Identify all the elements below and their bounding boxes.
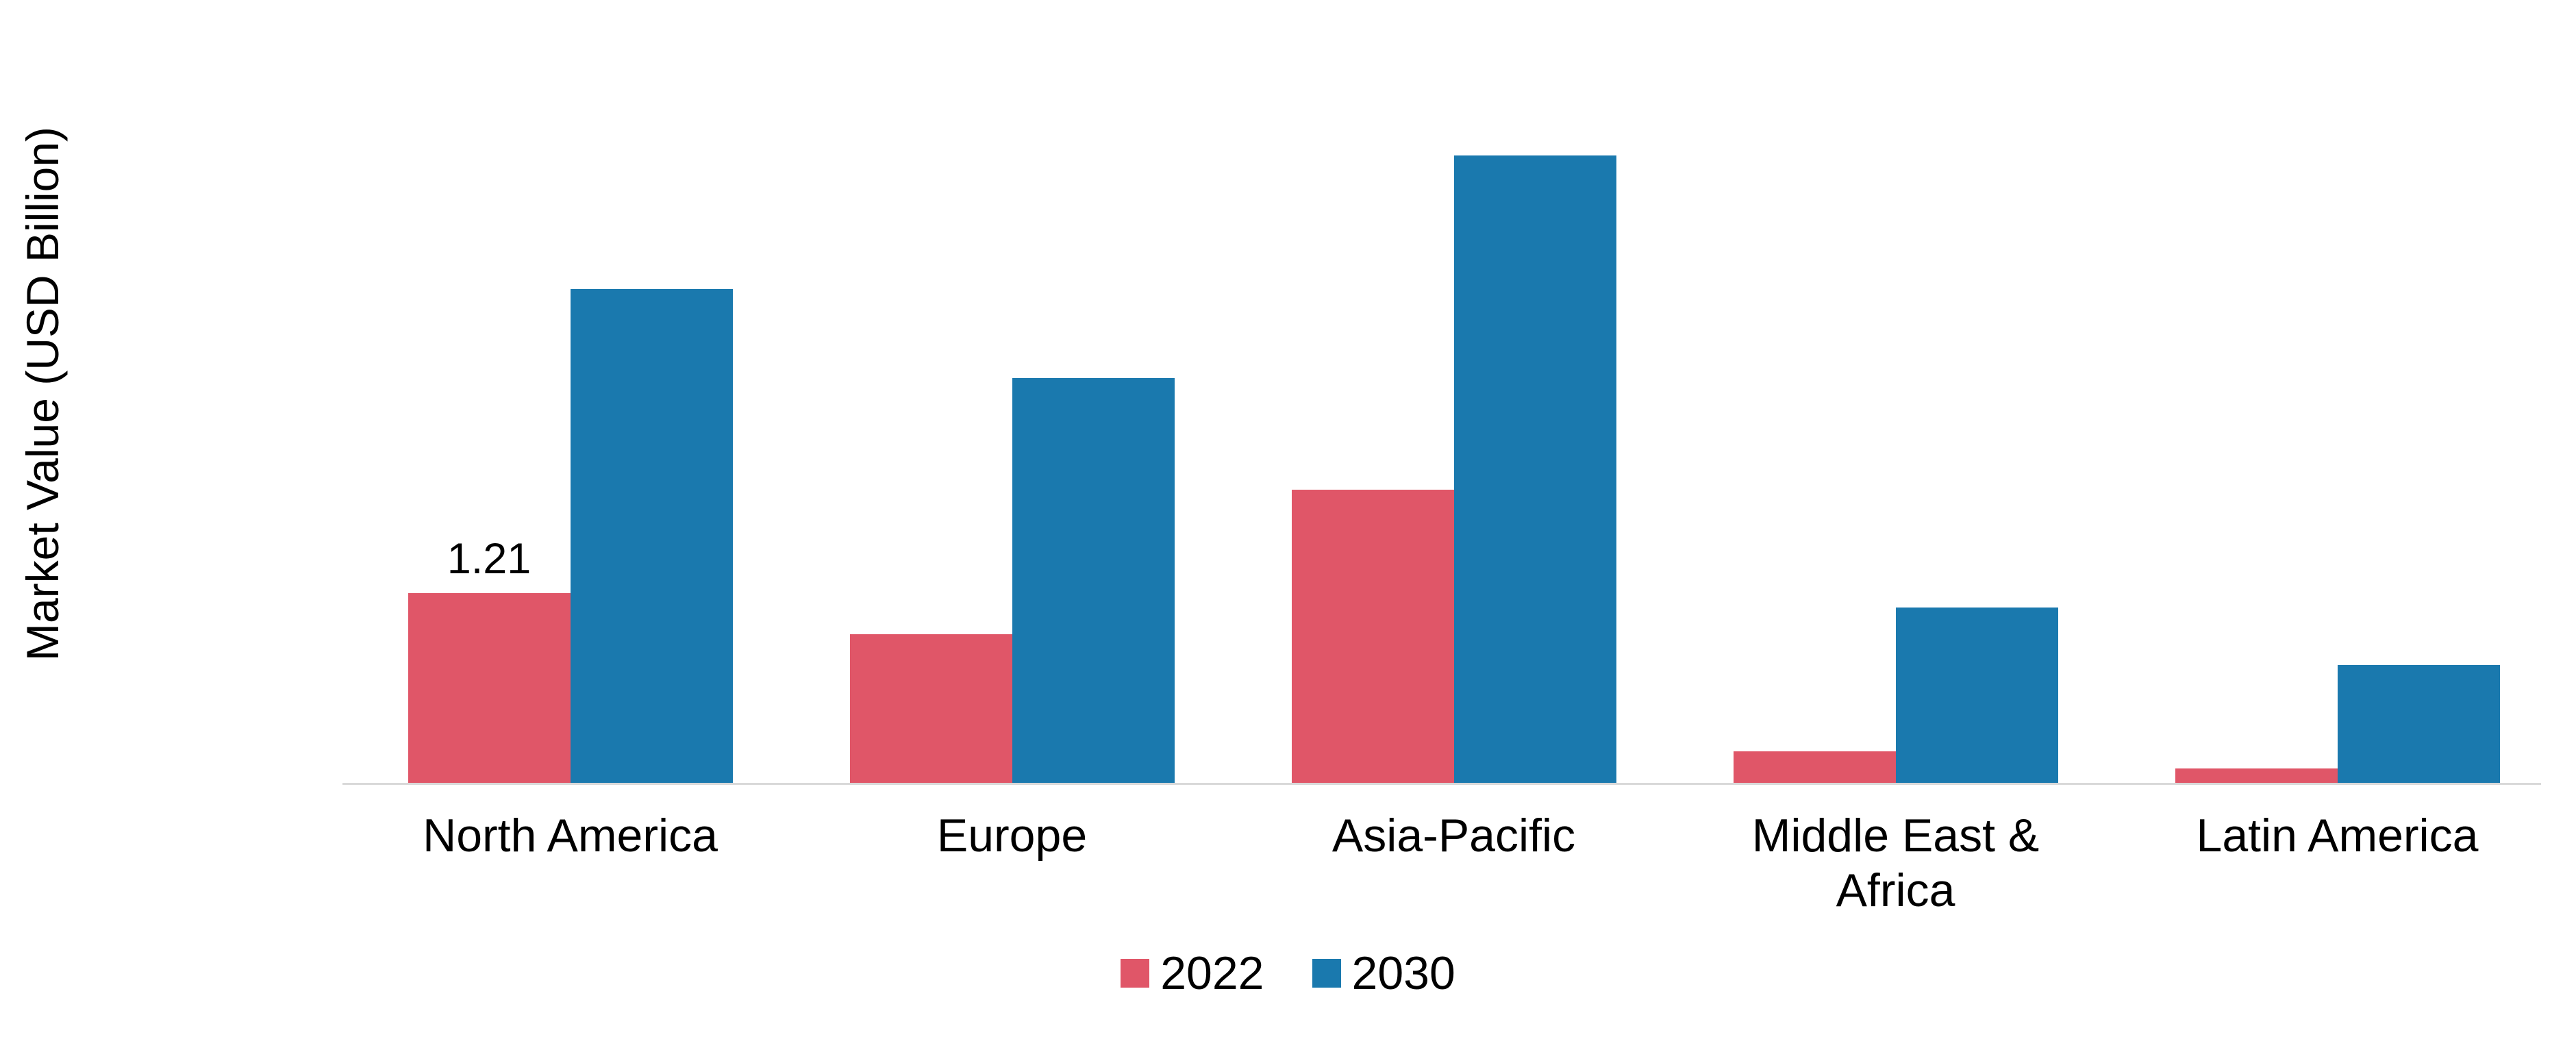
category-label-middle-east-africa: Middle East & Africa [1751,810,2040,917]
legend-item-2022[interactable]: 2022 [1121,947,1264,1000]
legend-swatch-2030 [1312,959,1341,988]
bar-2022-latin-america[interactable] [2175,768,2338,783]
legend: 2022 2030 [0,947,2576,1000]
bar-2030-middle-east-africa[interactable] [1895,608,2058,783]
bar-group-north-america: 1.21 [349,116,791,783]
bar-group-asia-pacific [1233,116,1675,783]
bar-2022-north-america[interactable]: 1.21 [408,535,571,783]
legend-label-2022: 2022 [1160,947,1264,999]
y-axis-label: Market Value (USD Billion) [17,127,68,662]
legend-label-2030: 2030 [1351,947,1455,999]
category-label-latin-america: Latin America [2196,810,2479,862]
x-axis-line [342,783,2541,785]
bar-2022-asia-pacific[interactable] [1291,490,1454,783]
x-axis-category-labels: North America Europe Asia-Pacific Middle Ea… [349,808,2558,918]
bar-2030-north-america[interactable] [570,289,733,783]
bar-group-latin-america [2116,116,2558,783]
legend-item-2030[interactable]: 2030 [1312,947,1455,1000]
bar-2030-latin-america[interactable] [2337,665,2500,783]
bar-2022-middle-east-africa[interactable] [1733,751,1896,783]
bar-2022-europe[interactable] [849,634,1012,783]
bar-group-europe [791,116,1233,783]
bar-2030-asia-pacific[interactable] [1453,155,1616,783]
legend-swatch-2022 [1121,959,1150,988]
category-label-north-america: North America [423,810,718,862]
data-label-2022-north-america: 1.21 [447,535,532,583]
bar-group-middle-east-africa [1675,116,2116,783]
category-label-europe: Europe [936,810,1088,862]
bar-2030-europe[interactable] [1012,378,1175,783]
category-label-asia-pacific: Asia-Pacific [1331,810,1576,862]
plot-area: 1.21 [349,116,2558,783]
